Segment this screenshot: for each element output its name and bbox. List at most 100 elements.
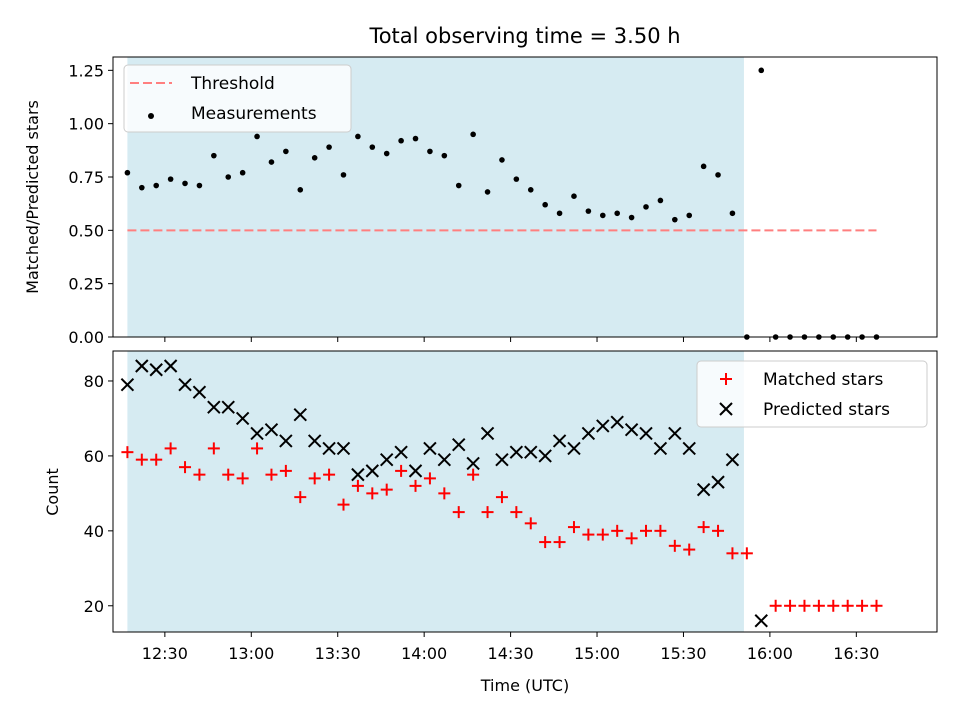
y-tick-label: 1.25: [68, 61, 104, 80]
measurement-point: [153, 182, 160, 189]
measurement-point: [196, 182, 203, 189]
matched-star-point: [812, 599, 825, 612]
matched-star-point: [236, 472, 249, 485]
measurement-point: [715, 172, 721, 178]
matched-star-point: [784, 599, 797, 612]
predicted-star-point: [250, 426, 264, 441]
matched-star-point: [668, 539, 681, 552]
matched-star-point: [740, 547, 753, 560]
legend-measurements-marker: [148, 113, 154, 119]
measurement-point: [412, 135, 419, 142]
measurement-point: [513, 176, 520, 182]
matched-star-point: [539, 536, 552, 549]
y-tick-label: 20: [84, 597, 104, 616]
predicted-star-point: [725, 452, 740, 467]
predicted-star-point: [466, 456, 480, 471]
matched-star-point: [870, 599, 883, 612]
matched-stars-series: [121, 442, 883, 612]
y-tick-label: 40: [84, 522, 104, 541]
predicted-star-point: [322, 441, 336, 456]
x-tick-label: 16:00: [747, 644, 793, 663]
matched-star-point: [640, 524, 653, 537]
predicted-star-point: [408, 464, 423, 478]
predicted-star-point: [192, 385, 207, 399]
predicted-star-point: [610, 415, 624, 429]
matched-star-point: [179, 461, 192, 474]
matched-star-point: [567, 521, 580, 534]
measurement-point: [124, 169, 131, 176]
measurement-point: [239, 169, 246, 176]
x-tick-label: 12:30: [142, 644, 188, 663]
matched-star-point: [495, 491, 508, 504]
matched-star-point: [553, 536, 566, 549]
matched-star-point: [323, 468, 336, 481]
measurement-point: [484, 189, 491, 195]
predicted-star-point: [696, 482, 711, 497]
measurement-point: [599, 212, 606, 219]
legend-threshold-label: Threshold: [190, 74, 275, 94]
matched-star-point: [481, 506, 494, 519]
predicted-star-point: [480, 426, 495, 441]
matched-star-point: [510, 506, 523, 519]
measurement-point: [254, 133, 260, 140]
legend-matched-marker: [720, 373, 732, 385]
predicted-star-point: [754, 614, 768, 628]
matched-star-point: [596, 528, 609, 541]
predicted-star-point: [423, 441, 437, 456]
measurement-point: [268, 159, 275, 165]
matched-star-point: [294, 491, 307, 504]
top-x-ticks: [164, 337, 857, 342]
predicted-star-point: [336, 441, 351, 456]
predicted-star-point: [207, 400, 221, 414]
measurement-point: [139, 184, 145, 191]
predicted-star-point: [293, 407, 307, 422]
x-tick-label: 14:00: [401, 644, 447, 663]
matched-star-point: [856, 599, 869, 612]
predicted-star-point: [163, 359, 178, 373]
matched-star-point: [467, 468, 480, 481]
predicted-star-point: [567, 441, 581, 456]
measurement-point: [556, 210, 563, 217]
matched-star-point: [135, 453, 148, 466]
measurement-point: [398, 137, 404, 144]
measurement-point: [182, 180, 188, 187]
bottom-y-axis-label: Count: [43, 468, 62, 516]
measurement-point: [383, 150, 390, 157]
measurement-point: [628, 214, 635, 221]
predicted-star-point: [120, 378, 135, 392]
measurement-point: [614, 210, 620, 217]
matched-star-point: [654, 524, 667, 537]
predicted-star-point: [178, 378, 192, 392]
matched-star-point: [207, 442, 220, 455]
matched-star-point: [582, 528, 595, 541]
measurement-point: [427, 148, 433, 155]
predicted-stars-series: [120, 359, 768, 628]
matched-star-point: [611, 524, 624, 537]
legend-predicted-label: Predicted stars: [763, 400, 890, 420]
predicted-star-point: [235, 411, 250, 426]
matched-star-point: [380, 483, 393, 496]
matched-star-point: [524, 517, 537, 530]
top-y-axis: 0.00 0.25 0.50 0.75 1.00 1.25: [68, 61, 113, 347]
x-tick-label: 15:00: [574, 644, 620, 663]
measurement-point: [340, 172, 347, 178]
predicted-star-point: [279, 434, 293, 448]
y-tick-label: 0.00: [68, 328, 104, 347]
predicted-star-point: [653, 441, 668, 456]
predicted-star-point: [264, 422, 279, 437]
legend-matched-label: Matched stars: [763, 370, 883, 390]
predicted-star-point: [307, 434, 322, 448]
measurement-point: [441, 152, 448, 159]
legend-predicted-marker: [719, 402, 733, 416]
bottom-y-axis: 20 40 60 80: [84, 372, 113, 616]
y-tick-label: 1.00: [68, 115, 104, 134]
measurement-point: [657, 197, 664, 204]
measurement-point: [571, 193, 577, 199]
measurement-point: [585, 208, 592, 214]
predicted-star-point: [365, 464, 380, 478]
matched-star-point: [150, 453, 163, 466]
ratio-plot: 0.00 0.25 0.50 0.75 1.00 1.25 Total observing…: [23, 24, 938, 347]
matched-star-point: [279, 464, 292, 477]
predicted-star-point: [495, 452, 509, 467]
